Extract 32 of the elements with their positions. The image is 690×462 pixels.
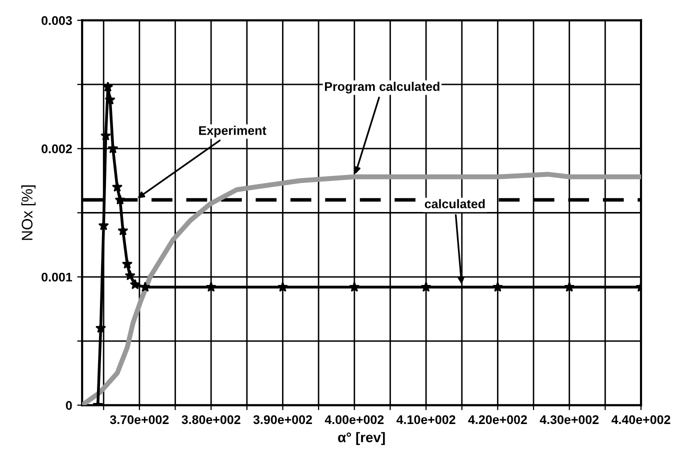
- x-tick-label: 4.30e+002: [540, 415, 599, 424]
- annotation: Program calculated: [325, 82, 440, 94]
- y-tick-label: 0.002: [42, 144, 72, 154]
- point: [118, 225, 128, 236]
- x-tick-label: 3.90e+002: [253, 415, 312, 424]
- point: [100, 130, 112, 140]
- point: [124, 270, 136, 280]
- point: [114, 194, 126, 205]
- x-tick-label: 4.40e+002: [611, 415, 670, 424]
- y-tick-label: 0.003: [42, 16, 72, 25]
- point: [420, 282, 432, 292]
- point: [130, 279, 140, 290]
- x-tick-label: 4.20e+002: [468, 415, 527, 424]
- point: [564, 282, 575, 292]
- x-tick-label: 3.70e+002: [110, 415, 169, 424]
- y-axis-title: NOx [%]: [21, 185, 36, 240]
- x-tick-label: 3.80e+002: [182, 415, 240, 424]
- x-axis-title: α° [rev]: [338, 432, 385, 446]
- y-tick-label: 0: [66, 400, 72, 410]
- annotation: calculated: [424, 199, 485, 208]
- x-tick-label: 4.10e+002: [396, 415, 456, 424]
- point: [349, 282, 360, 292]
- point: [122, 258, 133, 269]
- point: [492, 282, 504, 292]
- x-tick-label: 4.00e+002: [324, 415, 384, 424]
- point: [112, 182, 123, 192]
- annotation: Experiment: [199, 126, 266, 138]
- point: [104, 94, 116, 104]
- point: [102, 81, 114, 92]
- point: [206, 282, 216, 292]
- point: [277, 282, 288, 292]
- y-tick-label: 0.001: [42, 272, 72, 282]
